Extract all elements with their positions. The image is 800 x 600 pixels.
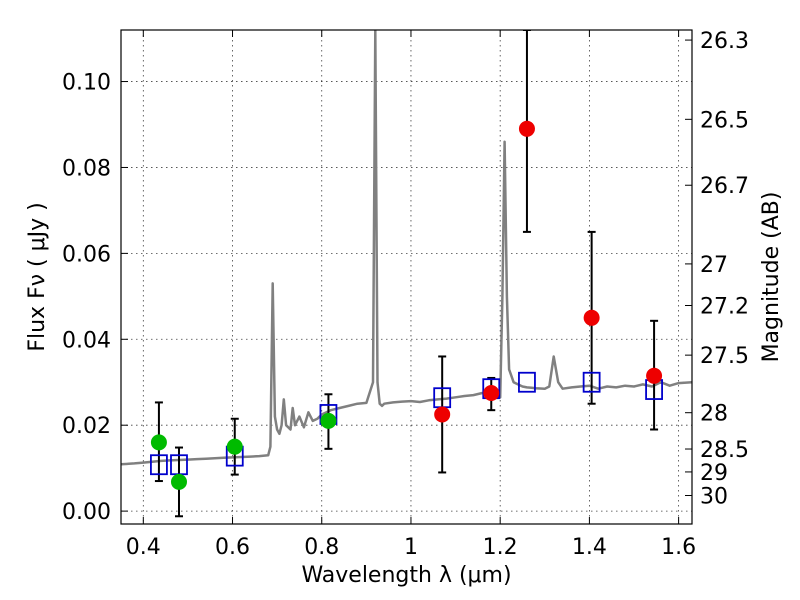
x-tick-label: 0.8 xyxy=(304,535,339,560)
x-tick-label: 0.6 xyxy=(215,535,250,560)
y2-axis-label: Magnitude (AB) xyxy=(759,192,784,363)
nir-data-point xyxy=(483,384,500,401)
y-tick-label: 0.08 xyxy=(62,156,111,181)
mag-tick-label: 28.5 xyxy=(700,438,749,463)
nir-data-point xyxy=(646,367,663,384)
optical-data-point xyxy=(170,473,187,490)
nir-data-point xyxy=(583,309,600,326)
mag-tick-label: 26.5 xyxy=(700,108,749,133)
x-tick-label: 1.6 xyxy=(661,535,696,560)
y-tick-label: 0.04 xyxy=(62,328,111,353)
y-tick-label: 0.00 xyxy=(62,500,111,525)
mag-tick-label: 27.2 xyxy=(700,294,749,319)
y-tick-label: 0.02 xyxy=(62,414,111,439)
model-photometry-square xyxy=(518,371,536,393)
mag-tick-label: 29 xyxy=(700,461,728,486)
mag-tick-label: 26.7 xyxy=(700,174,749,199)
mag-tick-label: 26.3 xyxy=(700,29,749,54)
x-tick-label: 1.2 xyxy=(483,535,518,560)
optical-data-point xyxy=(320,412,337,429)
x-axis-label: Wavelength λ (μm) xyxy=(301,563,511,588)
x-tick-label: 1.4 xyxy=(572,535,607,560)
mag-tick-label: 30 xyxy=(700,485,728,510)
x-tick-label: 0.4 xyxy=(126,535,161,560)
spectrum-line xyxy=(121,30,692,466)
y-tick-label: 0.06 xyxy=(62,242,111,267)
mag-tick-label: 27.5 xyxy=(700,344,749,369)
plot-frame xyxy=(120,29,693,525)
grid-lines xyxy=(121,30,692,524)
optical-data-point xyxy=(226,438,243,455)
y-axis-label: Flux Fν ( μJy ) xyxy=(25,202,50,351)
mag-tick-label: 28 xyxy=(700,402,728,427)
y-tick-label: 0.10 xyxy=(62,71,111,96)
model-photometry-square xyxy=(582,371,601,393)
model-photometry-square xyxy=(150,454,168,476)
nir-data-point xyxy=(434,406,451,423)
x-tick-label: 1 xyxy=(404,535,418,560)
optical-data-point xyxy=(150,434,167,451)
axis-ticks: 0.4 0.6 0.8 1 1.2 1.4 1.6 0.00 0.02 0.04 0.06 0.08 0… xyxy=(62,29,749,560)
plot-series xyxy=(121,30,692,518)
nir-data-point xyxy=(518,120,535,137)
mag-tick-label: 27 xyxy=(700,253,728,278)
